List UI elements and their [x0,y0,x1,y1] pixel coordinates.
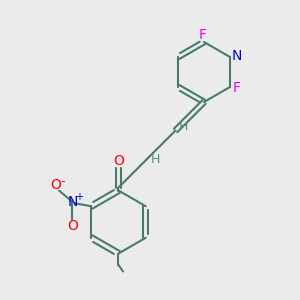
Text: F: F [232,82,241,95]
Text: H: H [151,152,160,166]
Text: +: + [76,192,83,202]
Text: O: O [50,178,61,192]
Text: F: F [199,28,206,42]
Text: O: O [113,154,124,168]
Text: O: O [67,219,78,233]
Text: N: N [231,49,242,62]
Text: -: - [61,175,65,188]
Text: H: H [179,119,189,133]
Text: N: N [67,195,77,209]
